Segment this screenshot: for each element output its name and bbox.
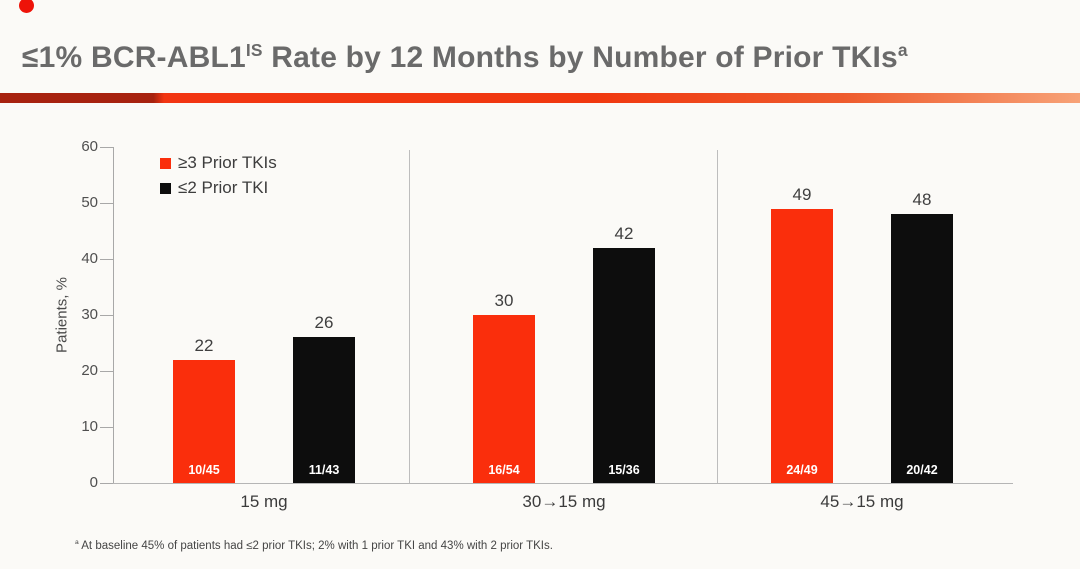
bar-3-prior-tkis-15-mg: 10/45 (173, 360, 235, 483)
bar-2-prior-tki-15-mg: 11/43 (293, 337, 355, 483)
title-text-start: ≤1% BCR-ABL1 (22, 41, 246, 74)
bar-fraction-label: 10/45 (188, 463, 220, 477)
bar-fraction-label: 16/54 (488, 463, 520, 477)
legend-item-ge3-prior-tkis: ≥3 Prior TKIs (160, 153, 277, 173)
y-axis-tick-mark (100, 483, 113, 484)
slide-title: ≤1% BCR-ABL1IS Rate by 12 Months by Numb… (22, 41, 908, 75)
y-axis-tick-label: 20 (81, 362, 98, 379)
footnote-text: At baseline 45% of patients had ≤2 prior… (78, 540, 553, 552)
y-axis-tick-mark (100, 427, 113, 428)
bar-value-label: 48 (912, 190, 932, 209)
title-superscript-a: a (897, 40, 908, 60)
bar-3-prior-tkis-45-15-mg: 24/49 (771, 209, 833, 483)
y-axis-tick-mark (100, 259, 113, 260)
y-axis-tick-label: 30 (81, 306, 98, 323)
y-axis-line (113, 147, 114, 483)
y-axis-tick-mark (100, 203, 113, 204)
bar-3-prior-tkis-30-15-mg: 16/54 (473, 315, 535, 483)
y-axis-tick-label: 10 (81, 418, 98, 435)
x-axis-line (111, 483, 1013, 484)
legend-swatch-red (160, 157, 171, 169)
x-axis-category-label: 45→15 mg (820, 492, 904, 511)
bar-2-prior-tki-30-15-mg: 15/36 (593, 248, 655, 483)
footnote: a At baseline 45% of patients had ≤2 pri… (75, 539, 553, 552)
legend-label: ≤2 Prior TKI (178, 178, 269, 197)
y-axis-tick-label: 0 (89, 474, 98, 491)
title-text-end: Rate by 12 Months by Number of Prior TKI… (262, 41, 898, 74)
bar-value-label: 49 (792, 185, 812, 204)
x-axis-category-label: 15 mg (240, 492, 288, 511)
chart-legend: ≥3 Prior TKIs ≤2 Prior TKI (160, 153, 277, 203)
y-axis-tick-mark (100, 147, 113, 148)
bar-value-label: 42 (614, 224, 634, 243)
bar-value-label: 30 (494, 291, 514, 310)
bar-fraction-label: 11/43 (308, 463, 340, 477)
legend-item-le2-prior-tki: ≤2 Prior TKI (160, 178, 277, 198)
y-axis-tick-mark (100, 315, 113, 316)
x-axis-category-label: 30→15 mg (522, 492, 606, 511)
title-superscript-is: IS (245, 40, 263, 60)
bullet-dot (19, 0, 34, 13)
bar-fraction-label: 24/49 (786, 463, 818, 477)
legend-swatch-black (160, 182, 171, 194)
y-axis-tick-mark (100, 371, 113, 372)
y-axis-tick-label: 50 (81, 194, 98, 211)
group-separator-line (409, 150, 410, 483)
group-separator-line (717, 150, 718, 483)
y-axis-tick-label: 40 (81, 250, 98, 267)
footnote-superscript: a (75, 539, 79, 547)
title-divider-bar (0, 93, 1080, 103)
bar-value-label: 26 (314, 313, 334, 332)
bar-fraction-label: 15/36 (608, 463, 640, 477)
y-axis-tick-label: 60 (81, 138, 98, 155)
bar-value-label: 22 (194, 336, 214, 355)
bar-fraction-label: 20/42 (906, 463, 938, 477)
bar-2-prior-tki-45-15-mg: 20/42 (891, 214, 953, 483)
legend-label: ≥3 Prior TKIs (178, 153, 277, 172)
